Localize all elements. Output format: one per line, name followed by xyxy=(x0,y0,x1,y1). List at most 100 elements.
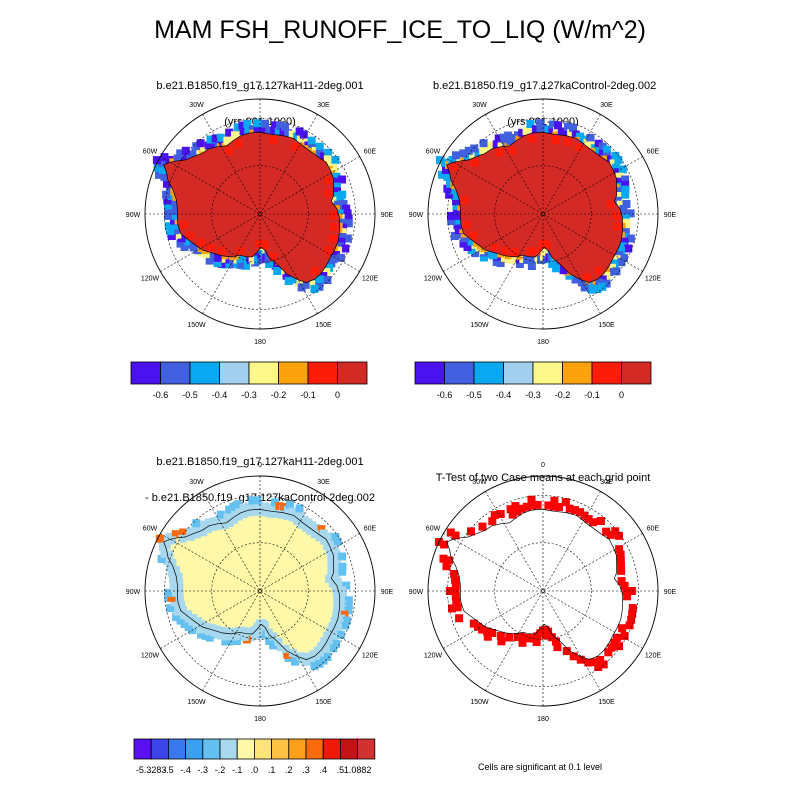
colorbar-swatch xyxy=(473,361,504,385)
difference-cell xyxy=(317,642,326,651)
colorbar-case1: -0.6 -0.5 -0.4 -0.3 -0.2 -0.1 0 xyxy=(130,361,368,400)
significant-cell xyxy=(452,598,461,606)
map-boundary xyxy=(144,98,376,330)
field-cell xyxy=(200,143,209,152)
field-cell xyxy=(587,285,596,294)
difference-cell xyxy=(221,637,230,646)
map-boundary xyxy=(144,475,376,707)
difference-cell xyxy=(338,552,347,561)
difference-cell xyxy=(204,525,212,533)
colorbar-swatch xyxy=(189,361,220,385)
field-cell xyxy=(559,266,568,275)
field-cell xyxy=(474,148,483,157)
difference-cell xyxy=(331,584,340,593)
field-cell xyxy=(548,260,557,268)
difference-cell xyxy=(167,593,176,602)
field-cell xyxy=(234,139,243,148)
colorbar-swatch xyxy=(185,738,204,760)
field-cell xyxy=(209,140,218,149)
longitude-label: 30W xyxy=(189,479,204,486)
field-cell xyxy=(181,146,190,155)
field-cell xyxy=(207,244,216,253)
difference-cell xyxy=(344,606,353,615)
significant-cell xyxy=(517,504,526,513)
colorbar-tick-label: .1 xyxy=(268,765,276,775)
field-cell xyxy=(621,175,630,184)
colorbar-tick-label: -0.5 xyxy=(466,390,482,400)
field-cell xyxy=(499,133,508,142)
field-cell xyxy=(606,200,615,209)
significant-cell xyxy=(569,652,578,661)
difference-cell xyxy=(169,579,178,588)
field-cell xyxy=(331,251,340,259)
field-cell xyxy=(171,226,180,235)
difference-cell xyxy=(336,630,345,639)
significant-cell xyxy=(453,603,462,612)
difference-cell xyxy=(326,536,335,545)
field-cell xyxy=(211,134,220,143)
field-cell xyxy=(464,146,473,155)
difference-cell xyxy=(199,528,208,537)
field-cell xyxy=(253,119,262,128)
colorbar-tick-label: -0.5 xyxy=(182,390,198,400)
difference-cell xyxy=(181,614,190,623)
field-cell xyxy=(622,218,631,227)
difference-cell xyxy=(209,517,218,526)
field-cell xyxy=(225,128,234,137)
field-cell xyxy=(337,237,346,246)
field-cell xyxy=(213,259,222,268)
field-cell xyxy=(297,283,306,292)
field-cell xyxy=(497,139,506,148)
longitude-label: 30E xyxy=(317,479,330,486)
longitude-label: 150E xyxy=(598,699,615,706)
field-cell xyxy=(469,150,478,159)
field-cell xyxy=(624,244,633,253)
difference-cell xyxy=(327,636,336,645)
longitude-label: 0 xyxy=(258,85,262,92)
field-cell xyxy=(282,271,291,280)
difference-cell xyxy=(311,655,320,664)
field-cell xyxy=(543,240,552,249)
field-cell xyxy=(615,172,624,181)
field-cell xyxy=(307,136,316,145)
significant-cell xyxy=(473,622,482,631)
longitude-label: 150W xyxy=(187,699,206,706)
difference-cell xyxy=(200,520,209,529)
longitude-label: 90W xyxy=(409,212,424,219)
difference-cell xyxy=(219,515,228,524)
field-cell xyxy=(324,148,333,157)
field-cell xyxy=(329,211,338,220)
colorbar-tick-label: -0.6 xyxy=(153,390,169,400)
field-cell xyxy=(464,237,473,246)
difference-cell xyxy=(164,588,172,597)
difference-cell xyxy=(192,519,201,528)
difference-cell xyxy=(336,619,344,628)
field-cell xyxy=(158,158,166,167)
difference-cell xyxy=(165,550,174,559)
difference-cell xyxy=(301,657,310,666)
field-cell xyxy=(173,154,182,163)
difference-cell xyxy=(172,613,181,621)
difference-cell xyxy=(341,621,350,630)
difference-cell xyxy=(244,502,253,511)
colorbar-swatch xyxy=(444,361,475,385)
field-cell xyxy=(315,282,324,291)
field-cell xyxy=(543,125,552,134)
significant-cell xyxy=(523,634,532,642)
colorbar-tick-label: -0.1 xyxy=(300,390,316,400)
field-cell xyxy=(467,246,476,255)
significant-cell xyxy=(625,621,634,630)
colorbar-swatch xyxy=(236,738,255,760)
difference-cell xyxy=(165,563,174,572)
colorbar-swatch xyxy=(305,738,324,760)
significant-cell xyxy=(604,648,613,657)
significant-cell xyxy=(607,643,616,652)
colorbar-tick-label: -.1 xyxy=(232,765,243,775)
field-cell xyxy=(197,238,206,247)
field-cell xyxy=(620,237,629,246)
longitude-label: 90E xyxy=(381,589,394,596)
field-cell xyxy=(450,162,458,171)
field-cell xyxy=(153,163,162,172)
difference-cells xyxy=(155,496,353,670)
difference-cell xyxy=(310,662,319,670)
